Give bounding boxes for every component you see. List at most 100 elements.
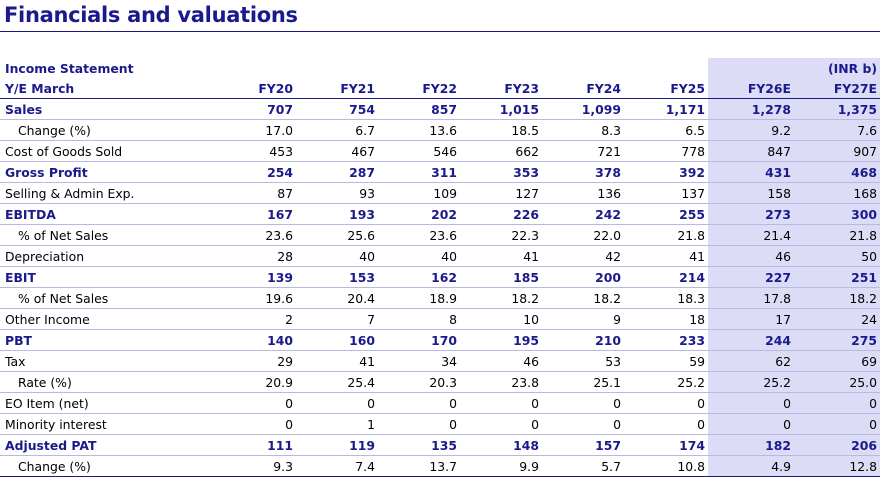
table-cell: 7.4 — [296, 455, 378, 477]
table-cell: 195 — [460, 329, 542, 351]
table-cell: 25.6 — [296, 224, 378, 246]
table-cell: 0 — [460, 413, 542, 435]
table-cell: 0 — [794, 392, 880, 414]
table-cell: 18.2 — [542, 287, 624, 309]
table-cell: 907 — [794, 140, 880, 162]
table-cell: 111 — [214, 434, 296, 456]
table-cell: 1,015 — [460, 98, 542, 120]
table-cell: 10.8 — [624, 455, 708, 477]
table-cell: 42 — [542, 245, 624, 267]
table-cell: 22.0 — [542, 224, 624, 246]
table-cell: 40 — [378, 245, 460, 267]
table-cell: 431 — [708, 161, 794, 183]
table-cell: 5.7 — [542, 455, 624, 477]
table-cell: 467 — [296, 140, 378, 162]
row-label: Sales — [0, 98, 214, 120]
table-cell: 251 — [794, 266, 880, 288]
table-cell: 300 — [794, 203, 880, 225]
table-cell: 25.0 — [794, 371, 880, 393]
year-header: FY21 — [296, 78, 378, 99]
table-cell: 46 — [708, 245, 794, 267]
table-cell: 148 — [460, 434, 542, 456]
table-cell: 206 — [794, 434, 880, 456]
table-row: Depreciation 28 40 40 41 42 41 46 50 — [0, 245, 880, 267]
table-cell: 847 — [708, 140, 794, 162]
table-cell: 41 — [460, 245, 542, 267]
table-cell: 1 — [296, 413, 378, 435]
table-cell: 721 — [542, 140, 624, 162]
row-label: Selling & Admin Exp. — [0, 182, 214, 204]
table-cell: 9.9 — [460, 455, 542, 477]
table-cell: 227 — [708, 266, 794, 288]
table-cell: 287 — [296, 161, 378, 183]
table-cell: 546 — [378, 140, 460, 162]
table-cell: 158 — [708, 182, 794, 204]
table-cell: 242 — [542, 203, 624, 225]
table-cell: 40 — [296, 245, 378, 267]
table-row: PBT 140 160 170 195 210 233 244 275 — [0, 329, 880, 351]
table-cell: 25.4 — [296, 371, 378, 393]
table-cell: 233 — [624, 329, 708, 351]
table-cell: 21.8 — [624, 224, 708, 246]
table-cell: 162 — [378, 266, 460, 288]
title-divider — [0, 31, 880, 32]
table-cell: 6.7 — [296, 119, 378, 141]
table-cell: 0 — [460, 392, 542, 414]
table-cell: 21.8 — [794, 224, 880, 246]
table-row: EO Item (net) 0 0 0 0 0 0 0 0 — [0, 392, 880, 414]
year-header: FY20 — [214, 78, 296, 99]
unit-label: (INR b) — [794, 58, 880, 78]
table-cell: 119 — [296, 434, 378, 456]
table-cell: 50 — [794, 245, 880, 267]
row-label: Cost of Goods Sold — [0, 140, 214, 162]
table-cell: 93 — [296, 182, 378, 204]
table-cell: 254 — [214, 161, 296, 183]
table-cell: 273 — [708, 203, 794, 225]
table-cell: 18.2 — [460, 287, 542, 309]
table-row: % of Net Sales 19.6 20.4 18.9 18.2 18.2 18.3 17… — [0, 287, 880, 309]
row-label: Tax — [0, 350, 214, 372]
table-cell: 0 — [708, 392, 794, 414]
table-cell: 23.6 — [378, 224, 460, 246]
table-row: EBITDA 167 193 202 226 242 255 273 300 — [0, 203, 880, 225]
table-cell: 53 — [542, 350, 624, 372]
table-cell: 707 — [214, 98, 296, 120]
table-cell: 210 — [542, 329, 624, 351]
table-cell: 25.1 — [542, 371, 624, 393]
table-cell: 1,171 — [624, 98, 708, 120]
table-cell: 23.8 — [460, 371, 542, 393]
table-cell: 139 — [214, 266, 296, 288]
table-cell: 17.8 — [708, 287, 794, 309]
table-cell: 0 — [296, 392, 378, 414]
table-cell: 0 — [542, 392, 624, 414]
table-cell: 24 — [794, 308, 880, 330]
table-cell: 140 — [214, 329, 296, 351]
table-cell: 167 — [214, 203, 296, 225]
table-cell: 18.3 — [624, 287, 708, 309]
table-row: Selling & Admin Exp. 87 93 109 127 136 137 158 1… — [0, 182, 880, 204]
table-cell: 9 — [542, 308, 624, 330]
table-cell: 69 — [794, 350, 880, 372]
table-cell: 226 — [460, 203, 542, 225]
table-cell: 20.3 — [378, 371, 460, 393]
table-cell: 18.5 — [460, 119, 542, 141]
row-label: EO Item (net) — [0, 392, 214, 414]
table-row: % of Net Sales 23.6 25.6 23.6 22.3 22.0 21.8 21… — [0, 224, 880, 246]
table-row: Cost of Goods Sold 453 467 546 662 721 778 847 9… — [0, 140, 880, 162]
table-row: Rate (%) 20.9 25.4 20.3 23.8 25.1 25.2 25.2 25.0 — [0, 371, 880, 393]
table-cell: 311 — [378, 161, 460, 183]
table-cell: 200 — [542, 266, 624, 288]
year-header: FY25 — [624, 78, 708, 99]
row-label: Gross Profit — [0, 161, 214, 183]
table-cell: 41 — [296, 350, 378, 372]
year-end-label: Y/E March — [0, 78, 214, 99]
table-cell: 0 — [794, 413, 880, 435]
table-cell: 25.2 — [708, 371, 794, 393]
table-cell: 20.9 — [214, 371, 296, 393]
table-cell: 136 — [542, 182, 624, 204]
table-cell: 59 — [624, 350, 708, 372]
table-cell: 174 — [624, 434, 708, 456]
table-cell: 12.8 — [794, 455, 880, 477]
table-cell: 1,099 — [542, 98, 624, 120]
table-cell: 20.4 — [296, 287, 378, 309]
